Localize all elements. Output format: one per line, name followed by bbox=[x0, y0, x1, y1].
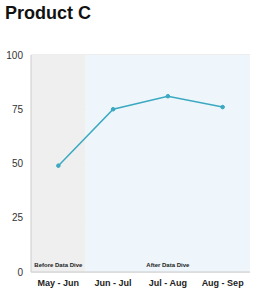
svg-text:75: 75 bbox=[12, 104, 24, 115]
svg-text:After Data Dive: After Data Dive bbox=[146, 262, 190, 268]
svg-text:Jun - Jul: Jun - Jul bbox=[95, 278, 132, 288]
svg-text:Jul - Aug: Jul - Aug bbox=[149, 278, 187, 288]
svg-text:Before Data Dive: Before Data Dive bbox=[34, 262, 83, 268]
svg-text:May - Jun: May - Jun bbox=[38, 278, 80, 288]
svg-text:100: 100 bbox=[8, 50, 23, 61]
svg-text:0: 0 bbox=[17, 267, 23, 278]
svg-text:25: 25 bbox=[12, 212, 24, 223]
svg-text:Aug - Sep: Aug - Sep bbox=[202, 278, 245, 288]
html-text:Product C: Product C bbox=[5, 3, 91, 23]
svg-text:50: 50 bbox=[12, 158, 24, 169]
